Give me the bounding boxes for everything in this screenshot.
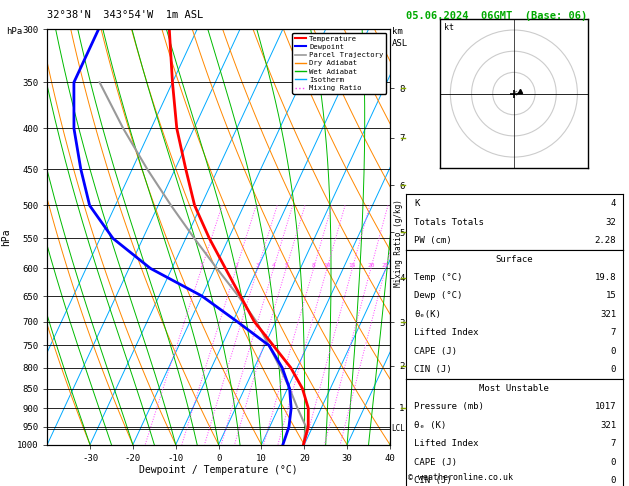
Text: Dewp (°C): Dewp (°C) — [415, 292, 463, 300]
Text: 3: 3 — [256, 263, 260, 268]
Text: Pressure (mb): Pressure (mb) — [415, 402, 484, 411]
Text: 8: 8 — [312, 263, 316, 268]
Text: LCL: LCL — [391, 424, 405, 434]
Text: 19.8: 19.8 — [594, 273, 616, 282]
Text: 05.06.2024  06GMT  (Base: 06): 05.06.2024 06GMT (Base: 06) — [406, 11, 587, 21]
Text: CAPE (J): CAPE (J) — [415, 347, 457, 356]
Y-axis label: hPa: hPa — [1, 228, 11, 246]
Text: Lifted Index: Lifted Index — [415, 439, 479, 448]
Text: 15: 15 — [606, 292, 616, 300]
Text: 5: 5 — [284, 263, 288, 268]
Text: 2: 2 — [235, 263, 238, 268]
Text: 15: 15 — [348, 263, 356, 268]
Text: © weatheronline.co.uk: © weatheronline.co.uk — [408, 473, 513, 482]
Text: 7: 7 — [611, 439, 616, 448]
Text: 321: 321 — [600, 421, 616, 430]
Text: 0: 0 — [611, 476, 616, 485]
Text: 32°38'N  343°54'W  1m ASL: 32°38'N 343°54'W 1m ASL — [47, 10, 203, 20]
Text: θₑ(K): θₑ(K) — [415, 310, 442, 319]
Text: PW (cm): PW (cm) — [415, 236, 452, 245]
Text: 1017: 1017 — [594, 402, 616, 411]
Text: 1: 1 — [200, 263, 203, 268]
Text: 25: 25 — [382, 263, 389, 268]
Text: Mixing Ratio (g/kg): Mixing Ratio (g/kg) — [394, 199, 403, 287]
Text: 321: 321 — [600, 310, 616, 319]
Text: 0: 0 — [611, 458, 616, 467]
Text: CIN (J): CIN (J) — [415, 365, 452, 374]
Text: 7: 7 — [611, 329, 616, 337]
Text: ASL: ASL — [392, 39, 408, 48]
Text: Lifted Index: Lifted Index — [415, 329, 479, 337]
Text: 32: 32 — [606, 218, 616, 226]
Text: 4: 4 — [272, 263, 276, 268]
Text: hPa: hPa — [6, 27, 23, 36]
Text: 0: 0 — [611, 347, 616, 356]
Text: Surface: Surface — [496, 255, 533, 263]
Text: θₑ (K): θₑ (K) — [415, 421, 447, 430]
Text: Totals Totals: Totals Totals — [415, 218, 484, 226]
Text: 2.28: 2.28 — [594, 236, 616, 245]
Legend: Temperature, Dewpoint, Parcel Trajectory, Dry Adiabat, Wet Adiabat, Isotherm, Mi: Temperature, Dewpoint, Parcel Trajectory… — [292, 33, 386, 94]
Text: Temp (°C): Temp (°C) — [415, 273, 463, 282]
Text: 0: 0 — [611, 365, 616, 374]
Text: 4: 4 — [611, 199, 616, 208]
Text: kt: kt — [444, 23, 454, 32]
Text: K: K — [415, 199, 420, 208]
Text: 20: 20 — [367, 263, 375, 268]
Text: CIN (J): CIN (J) — [415, 476, 452, 485]
Text: 10: 10 — [323, 263, 331, 268]
Text: Most Unstable: Most Unstable — [479, 384, 549, 393]
Text: km: km — [392, 27, 403, 36]
X-axis label: Dewpoint / Temperature (°C): Dewpoint / Temperature (°C) — [139, 466, 298, 475]
Text: CAPE (J): CAPE (J) — [415, 458, 457, 467]
